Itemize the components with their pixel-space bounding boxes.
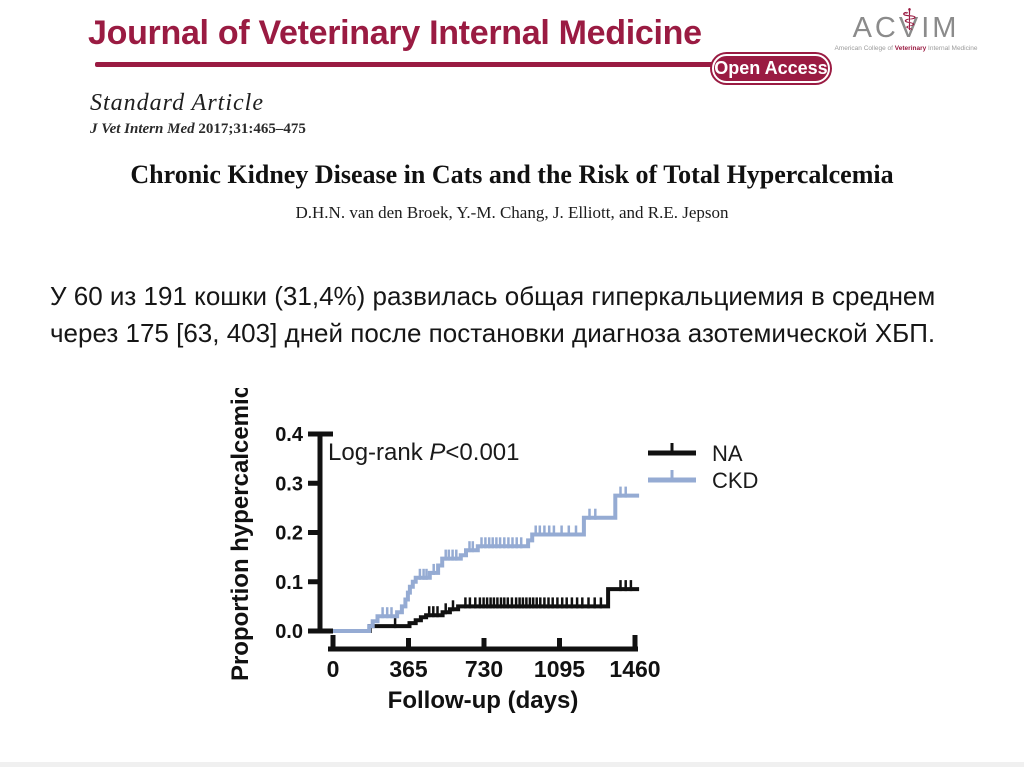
- open-access-badge: Open Access: [712, 54, 830, 83]
- ytick-label: 0.4: [275, 424, 304, 446]
- legend-label-NA: NA: [712, 441, 743, 466]
- km-curve-NA: [333, 587, 640, 633]
- ytick-label: 0.3: [275, 473, 303, 495]
- ytick-label: 0.1: [275, 572, 303, 594]
- x-axis-title: Follow-up (days): [388, 687, 579, 714]
- legend-label-CKD: CKD: [712, 468, 758, 493]
- summary-text: У 60 из 191 кошки (31,4%) развилась обща…: [50, 278, 980, 352]
- y-axis-title: Proportion hypercalcemic: [228, 388, 254, 681]
- brand-rule-divider: [95, 62, 717, 67]
- xtick-label: 1460: [609, 656, 660, 682]
- xtick-label: 730: [465, 656, 503, 682]
- acvim-wordmark-part2: IM: [921, 12, 960, 44]
- journal-title: Journal of Veterinary Internal Medicine: [88, 14, 702, 52]
- article-authors: D.H.N. van den Broek, Y.-M. Chang, J. El…: [295, 203, 729, 222]
- km-chart-figure: 0.0 0.1 0.2 0.3 0.4 0 365 730 1095 1460 Follow-up …: [227, 385, 808, 738]
- citation-ref: 2017;31:465–475: [198, 121, 306, 137]
- ytick-label: 0.2: [275, 523, 303, 545]
- acvim-subtitle-highlight: Veterinary: [894, 45, 927, 52]
- article-title: Chronic Kidney Disease in Cats and the R…: [130, 160, 894, 189]
- km-curve-CKD: [333, 493, 640, 633]
- acvim-logo: ACV ⚕ IM American College of Veterinary In…: [828, 5, 984, 53]
- summary-line-1: У 60 из 191 кошки (31,4%) развилась обща…: [50, 281, 936, 311]
- ytick-label: 0.0: [275, 621, 303, 643]
- xtick-label: 0: [327, 656, 340, 682]
- xtick-label: 365: [389, 656, 428, 682]
- logrank-annotation: Log-rank P<0.001: [328, 439, 519, 466]
- summary-line-2: через 175 [63, 403] дней после постановк…: [50, 318, 936, 348]
- acvim-subtitle-pre: American College of: [834, 45, 895, 52]
- slide-bottom-edge: [0, 762, 1024, 767]
- acvim-subtitle: American College of Veterinary Internal …: [828, 45, 984, 52]
- citation-journal: J Vet Intern Med: [90, 121, 199, 137]
- acvim-wordmark-part1: AC: [852, 12, 899, 44]
- citation-line: J Vet Intern Med 2017;31:465–475: [90, 121, 306, 138]
- xtick-label: 1095: [534, 656, 585, 682]
- acvim-wordmark-v: V: [898, 12, 922, 44]
- acvim-subtitle-post: Internal Medicine: [926, 45, 978, 52]
- caduceus-icon: ⚕: [901, 4, 918, 37]
- article-type-label: Standard Article: [90, 90, 264, 116]
- km-chart: 0.0 0.1 0.2 0.3 0.4 0 365 730 1095 1460 Follow-up …: [227, 385, 758, 714]
- acvim-wordmark: ACV ⚕ IM: [828, 5, 984, 45]
